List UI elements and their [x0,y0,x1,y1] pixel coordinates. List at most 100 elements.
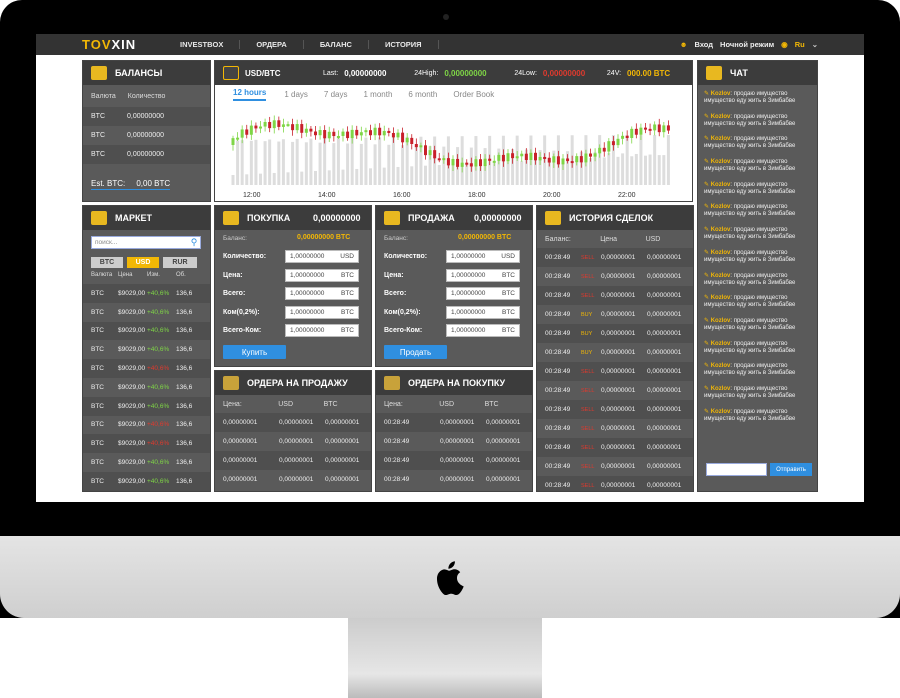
chart-tab[interactable]: Order Book [453,89,495,99]
candle-body [621,135,625,139]
order-row[interactable]: 00:28:49 0,00000001 0,00000001 [376,451,532,470]
market-row[interactable]: BTC $9029,00 +40,6% 136,6 [83,415,210,435]
nav-investbox[interactable]: INVESTBOX [164,40,241,49]
market-row[interactable]: BTC $9029,00 +40,6% 136,6 [83,434,210,454]
chat-username[interactable]: Kozlov [710,385,731,392]
chat-username[interactable]: Kozlov [710,204,731,211]
history-row[interactable]: 00:28:49 SELL 0,00000001 0,00000001 [537,438,693,457]
history-row[interactable]: 00:28:49 SELL 0,00000001 0,00000001 [537,457,693,476]
volume-bar [272,172,276,185]
chart-tab[interactable]: 6 month [408,89,438,99]
sell-field-input[interactable]: 1,00000000 BTC [446,287,520,300]
market-row[interactable]: BTC $9029,00 +40,6% 136,6 [83,321,210,341]
chart-tab[interactable]: 1 days [284,89,308,99]
order-row[interactable]: 00:28:49 0,00000001 0,00000001 [376,413,532,432]
market-search-input[interactable]: поиск... [91,236,201,249]
candle-body [355,129,359,136]
market-row[interactable]: BTC $9029,00 +40,6% 136,6 [83,340,210,360]
history-price: 0,00000001 [601,349,636,356]
order-row[interactable]: 0,00000001 0,00000001 0,00000001 [215,432,371,451]
candlestick-chart[interactable]: 12:00 14:00 16:00 18:00 20:00 22:00 [225,105,685,201]
chat-send-button[interactable]: Отправить [770,463,812,476]
order-row[interactable]: 00:28:49 0,00000001 0,00000001 [376,432,532,451]
chat-username[interactable]: Kozlov [710,181,731,188]
history-row[interactable]: 00:28:49 SELL 0,00000001 0,00000001 [537,286,693,305]
buy-field-input[interactable]: 1,00000000 BTC [285,324,359,337]
sell-button[interactable]: Продать [384,345,447,359]
history-row[interactable]: 00:28:49 SELL 0,00000001 0,00000001 [537,381,693,400]
balances-title: БАЛАНСЫ [115,68,163,78]
history-row[interactable]: 00:28:49 SELL 0,00000001 0,00000001 [537,362,693,381]
order-row[interactable]: 0,00000001 0,00000001 0,00000001 [215,413,371,432]
chat-message: ✎ Kozlov: продаю имущество имущество еду… [698,361,817,384]
history-row[interactable]: 00:28:49 SELL 0,00000001 0,00000001 [537,248,693,267]
chat-username[interactable]: Kozlov [710,249,731,256]
chat-username[interactable]: Kozlov [710,91,731,97]
candle-body [346,131,350,139]
buy-button[interactable]: Купить [223,345,286,359]
market-row[interactable]: BTC $9029,00 +40,6% 136,6 [83,284,210,303]
candle-body [570,161,574,164]
sell-field-input[interactable]: 1,00000000 USD [446,250,520,263]
history-row[interactable]: 00:28:49 SELL 0,00000001 0,00000001 [537,419,693,438]
volume-bar [465,163,469,185]
candle-body [456,158,460,167]
sell-field-input[interactable]: 1,00000000 BTC [446,324,520,337]
language-select[interactable]: Ru [794,40,805,49]
market-row[interactable]: BTC $9029,00 +40,6% 136,6 [83,471,210,491]
market-row[interactable]: BTC $9029,00 +40,6% 136,6 [83,396,210,416]
night-mode-icon[interactable]: ◉ [781,40,788,49]
chart-tab[interactable]: 12 hours [233,88,267,101]
sell-field-unit: USD [501,253,515,260]
buy-field-input[interactable]: 1,00000000 USD [285,250,359,263]
market-tab[interactable]: USD [127,257,159,268]
sell-field-input[interactable]: 1,00000000 BTC [446,268,520,282]
market-volume: 136,6 [176,477,193,485]
logo[interactable]: TOVXIN [82,37,137,52]
history-row[interactable]: 00:28:49 SELL 0,00000001 0,00000001 [537,476,693,491]
market-tab[interactable]: RUR [163,257,197,268]
search-icon[interactable]: ⚲ [190,237,198,247]
chat-username[interactable]: Kozlov [710,408,731,415]
sell-field-input[interactable]: 1,00000000 BTC [446,305,520,319]
order-row[interactable]: 0,00000001 0,00000001 0,00000001 [215,451,371,470]
buy-orders-icon [384,376,400,390]
market-row[interactable]: BTC $9029,00 +40,6% 136,6 [83,453,210,472]
trade-history-panel: ИСТОРИЯ СДЕЛОК Баланс: Цена USD 00:28:49 SE… [536,205,694,492]
nav-history[interactable]: ИСТОРИЯ [369,40,439,49]
market-tab[interactable]: BTC [91,257,123,268]
balance-currency: BTC [91,113,105,120]
market-row[interactable]: BTC $9029,00 +40,6% 136,6 [83,359,210,378]
history-row[interactable]: 00:28:49 BUY 0,00000001 0,00000001 [537,305,693,324]
chat-username[interactable]: Kozlov [710,227,731,234]
volume-bar [607,152,611,185]
chat-text: : продаю имущество имущество еду жить в … [704,204,796,218]
chat-username[interactable]: Kozlov [710,136,731,143]
chat-username[interactable]: Kozlov [710,295,731,302]
history-row[interactable]: 00:28:49 BUY 0,00000001 0,00000001 [537,343,693,362]
order-row[interactable]: 00:28:49 0,00000001 0,00000001 [376,470,532,489]
login-link[interactable]: Вход [694,40,714,49]
chart-tab[interactable]: 1 month [363,89,393,99]
history-row[interactable]: 00:28:49 SELL 0,00000001 0,00000001 [537,400,693,419]
chat-username[interactable]: Kozlov [710,317,731,324]
chat-input[interactable] [706,463,767,476]
history-row[interactable]: 00:28:49 BUY 0,00000001 0,00000001 [537,324,693,343]
chart-tab[interactable]: 7 days [323,89,348,99]
nav-balance[interactable]: БАЛАНС [304,40,369,49]
chat-username[interactable]: Kozlov [710,159,731,166]
buy-field-input[interactable]: 1,00000000 BTC [285,287,359,300]
sell-field-label: Всего: [384,290,407,297]
market-row[interactable]: BTC $9029,00 +40,6% 136,6 [83,377,210,397]
history-row[interactable]: 00:28:49 SELL 0,00000001 0,00000001 [537,267,693,286]
buy-field-input[interactable]: 1,00000000 BTC [285,305,359,319]
chat-username[interactable]: Kozlov [710,363,731,370]
buy-field-input[interactable]: 1,00000000 BTC [285,268,359,282]
market-row[interactable]: BTC $9029,00 +40,6% 136,6 [83,302,210,322]
chat-username[interactable]: Kozlov [710,340,731,347]
nav-orders[interactable]: ОРДЕРА [240,40,304,49]
chat-username[interactable]: Kozlov [710,113,731,120]
night-mode-toggle[interactable]: Ночной режим [720,40,775,49]
order-row[interactable]: 0,00000001 0,00000001 0,00000001 [215,470,371,489]
chat-username[interactable]: Kozlov [710,272,731,279]
